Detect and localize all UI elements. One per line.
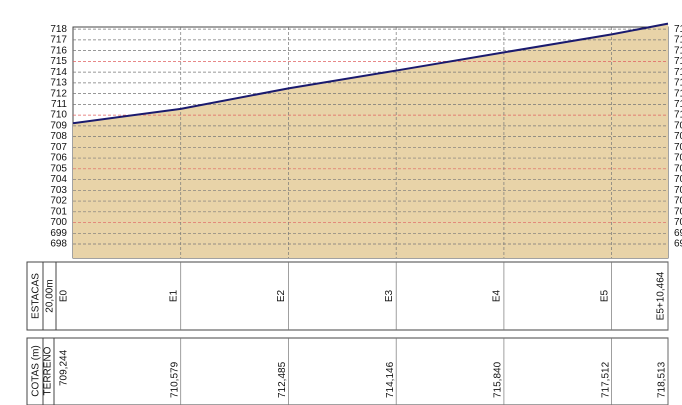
elevation-header: COTAS (m): [31, 345, 42, 396]
y-tick-label: 703: [50, 185, 67, 196]
y-tick-label: 715: [50, 56, 67, 67]
y-tick-label: 708: [50, 131, 67, 142]
station-label: E5: [599, 289, 610, 302]
station-spacing: 20,00m: [45, 279, 56, 312]
elevation-label: 709,244: [59, 349, 70, 386]
y-tick-label-right: 712: [674, 88, 682, 99]
y-tick-label: 704: [50, 174, 67, 185]
y-tick-label-right: 698: [674, 239, 682, 250]
y-tick-label: 700: [50, 217, 67, 228]
y-tick-label-right: 703: [674, 185, 682, 196]
elevation-label: 717,512: [600, 361, 611, 398]
station-label: E4: [492, 289, 503, 302]
y-tick-label-right: 707: [674, 142, 682, 153]
y-tick-label-right: 700: [674, 217, 682, 228]
y-tick-label-right: 702: [674, 196, 682, 207]
elevation-subheader: TERRENO: [43, 346, 54, 395]
y-tick-label: 713: [50, 78, 67, 89]
elevation-label: 710,579: [169, 361, 180, 398]
y-tick-label-right: 709: [674, 120, 682, 131]
y-tick-label-right: 706: [674, 153, 682, 164]
y-tick-label: 702: [50, 196, 67, 207]
y-tick-label-right: 718: [674, 24, 682, 35]
elevation-label: 715,840: [493, 361, 504, 398]
station-band: [26, 261, 669, 331]
elevation-label: 718,513: [657, 361, 668, 398]
y-tick-label: 709: [50, 120, 67, 131]
elevation-band: [26, 337, 669, 405]
elevation-label: 712,485: [277, 361, 288, 398]
y-tick-label: 699: [50, 228, 67, 239]
y-tick-label-right: 714: [674, 67, 682, 78]
y-tick-label: 717: [50, 35, 67, 46]
y-tick-label-right: 705: [674, 163, 682, 174]
y-tick-label-right: 711: [674, 99, 682, 110]
y-tick-label-right: 704: [674, 174, 682, 185]
y-tick-label-right: 708: [674, 131, 682, 142]
station-label: E1: [168, 289, 179, 302]
y-tick-label: 714: [50, 67, 67, 78]
y-tick-label: 701: [50, 206, 67, 217]
station-label: E3: [384, 289, 395, 302]
y-tick-label: 706: [50, 153, 67, 164]
y-tick-label-right: 710: [674, 110, 682, 121]
station-label: E2: [276, 289, 287, 302]
elevation-label: 714,146: [385, 361, 396, 398]
y-tick-label-right: 699: [674, 228, 682, 239]
y-tick-label: 711: [51, 99, 67, 110]
y-tick-label-right: 717: [674, 35, 682, 46]
y-tick-label-right: 701: [674, 206, 682, 217]
y-tick-label: 712: [50, 88, 67, 99]
y-tick-label-right: 713: [674, 78, 682, 89]
terrain-line: [72, 22, 669, 125]
y-tick-label-right: 716: [674, 45, 682, 56]
y-tick-label: 698: [50, 239, 67, 250]
station-header: ESTACAS: [31, 273, 42, 319]
y-tick-label: 705: [50, 163, 67, 174]
station-label: E5+10,464: [656, 271, 667, 320]
y-tick-label: 707: [50, 142, 67, 153]
y-tick-label-right: 715: [674, 56, 682, 67]
y-tick-label: 718: [50, 24, 67, 35]
terrain-area: [73, 23, 668, 258]
y-tick-label: 716: [50, 45, 67, 56]
station-label: E0: [59, 289, 70, 302]
y-tick-label: 710: [50, 110, 67, 121]
